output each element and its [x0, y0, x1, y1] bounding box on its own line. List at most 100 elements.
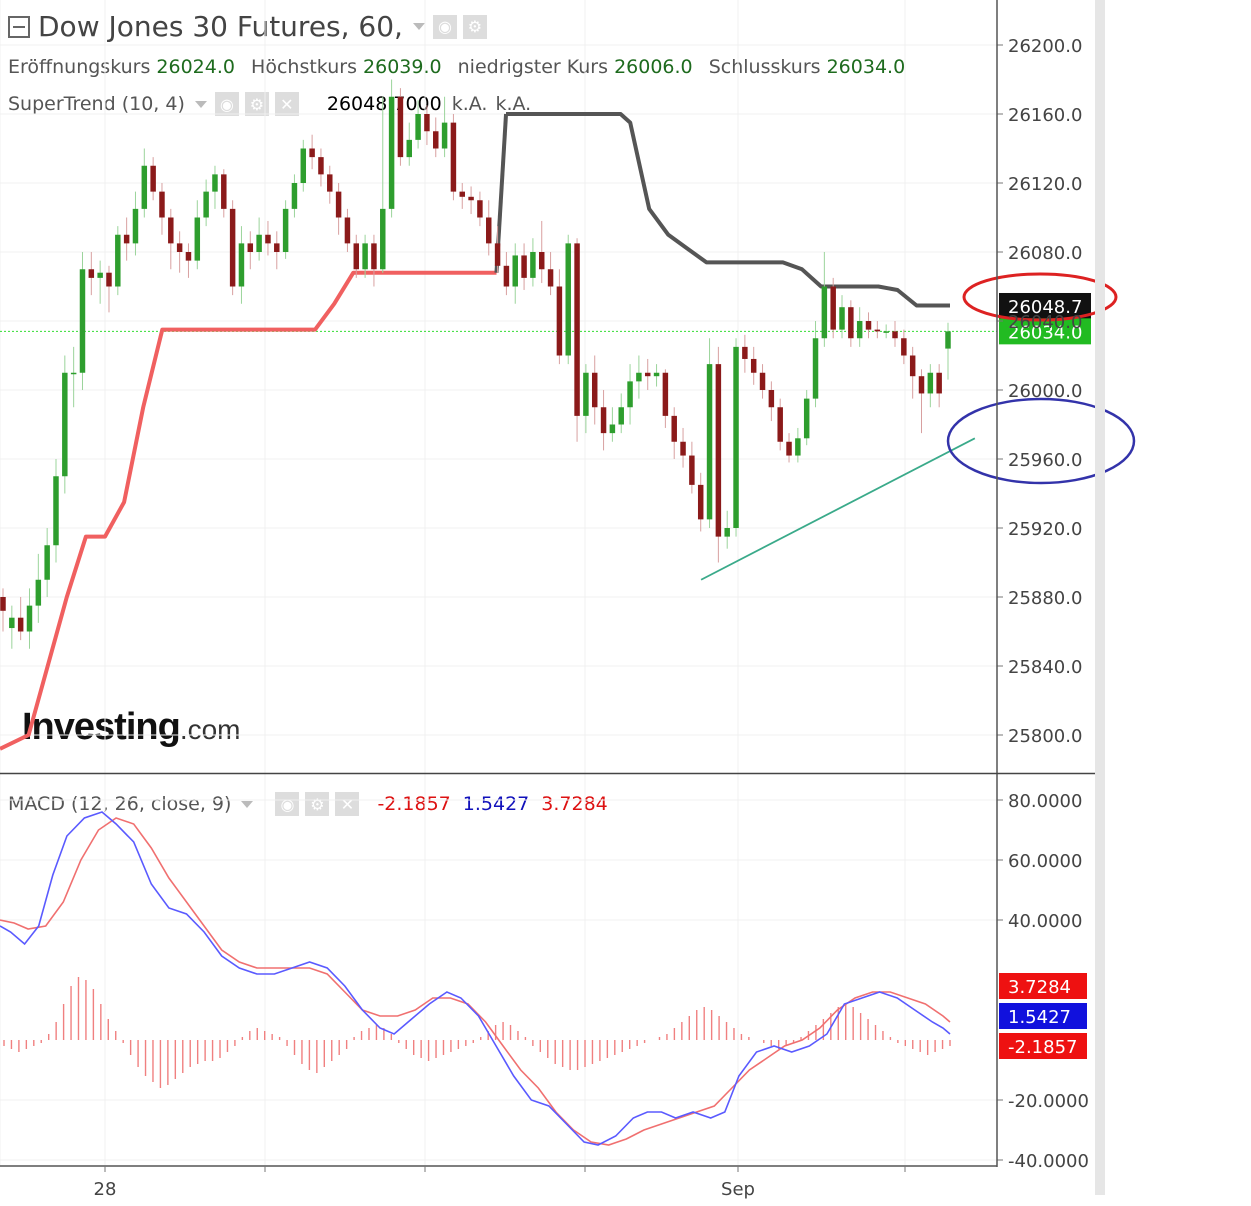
- candle-body: [945, 331, 951, 349]
- supertrend-down-line: [506, 112, 950, 308]
- ohlc-close-label: Schlusskurs: [708, 56, 821, 78]
- price-tick-label: 26160.0: [1008, 105, 1082, 126]
- ohlc-low-value: 26006.0: [614, 56, 693, 78]
- logo-brand: Investing: [22, 706, 181, 748]
- candle-body: [839, 307, 845, 330]
- signal-tag-label: 1.5427: [1008, 1007, 1071, 1028]
- macd-tag: [999, 973, 1087, 999]
- supertrend-legend[interactable]: SuperTrend (10, 4) ◉ ⚙ ✕ 26048.7000 k.A.…: [8, 92, 531, 116]
- macd-tick-label: 60.0000: [1008, 851, 1082, 872]
- candle-body: [256, 234, 262, 252]
- dropdown-caret-icon[interactable]: [412, 23, 425, 30]
- candle-body: [830, 286, 836, 330]
- candle-body: [318, 157, 324, 175]
- candle-body: [644, 372, 651, 377]
- candle-body: [777, 407, 783, 442]
- candle-body: [415, 114, 421, 140]
- candle-body: [901, 338, 907, 356]
- macd-legend[interactable]: MACD (12, 26, close, 9) ◉ ⚙ ✕ -2.1857 1.…: [8, 792, 608, 816]
- candle-body: [44, 545, 50, 580]
- candle-body: [653, 372, 660, 377]
- collapse-icon[interactable]: [8, 15, 30, 38]
- candle-body: [9, 617, 15, 629]
- price-tick-label: 25800.0: [1008, 726, 1082, 747]
- histogram-tag-label: -2.1857: [1008, 1037, 1077, 1058]
- candle-body: [733, 346, 739, 528]
- candle-body: [88, 269, 95, 278]
- candle-body: [627, 381, 633, 408]
- candle-body: [79, 269, 86, 373]
- macd-eye-icon[interactable]: ◉: [275, 792, 300, 816]
- candle-body: [70, 372, 77, 375]
- candle-body: [750, 358, 757, 373]
- candle-body: [265, 234, 271, 244]
- candle-body: [689, 455, 695, 485]
- trendline: [700, 437, 976, 581]
- chart-title-text: Dow Jones 30 Futures, 60,: [38, 10, 403, 43]
- candle-body: [600, 407, 607, 434]
- candle-body: [362, 243, 368, 270]
- candle-body: [53, 476, 59, 546]
- candle-body: [388, 96, 395, 209]
- macd-close-icon[interactable]: ✕: [335, 792, 360, 816]
- ohlc-readout: Eröffnungskurs 26024.0 Höchstkurs 26039.…: [8, 56, 915, 78]
- candle-body: [106, 272, 112, 287]
- candle-body: [494, 243, 501, 266]
- candle-body: [132, 208, 139, 244]
- price-tick-label: 25920.0: [1008, 519, 1082, 540]
- red-ellipse-annotation: [962, 272, 1118, 322]
- candle-body: [927, 372, 934, 394]
- ohlc-low-label: niedrigster Kurs: [457, 56, 609, 78]
- candle-body: [812, 338, 819, 399]
- candle-body: [574, 243, 580, 416]
- candle-body: [123, 234, 130, 244]
- candle-body: [591, 372, 598, 408]
- candle-body: [380, 208, 386, 270]
- gear-icon[interactable]: ⚙: [462, 14, 487, 39]
- candle-body: [344, 217, 351, 244]
- candle-body: [327, 174, 333, 192]
- candle-body: [371, 243, 377, 270]
- candle-body: [62, 372, 68, 477]
- investing-logo: Investing.com: [22, 706, 241, 749]
- candle-body: [97, 272, 103, 278]
- eye-icon[interactable]: ◉: [432, 14, 457, 39]
- supertrend-name: SuperTrend (10, 4): [8, 93, 185, 115]
- macd-value-3: 3.7284: [541, 793, 608, 815]
- signal-tag: [999, 1003, 1087, 1029]
- candle-body: [441, 122, 448, 149]
- macd-gear-icon[interactable]: ⚙: [305, 792, 330, 816]
- chart-title[interactable]: Dow Jones 30 Futures, 60, ◉ ⚙: [8, 10, 493, 43]
- candle-body: [335, 191, 342, 218]
- candle-body: [512, 255, 518, 287]
- supertrend-caret-icon[interactable]: [194, 100, 207, 108]
- macd-value-1: -2.1857: [377, 793, 451, 815]
- candle-body: [35, 579, 42, 606]
- ohlc-high-label: Höchstkurs: [251, 56, 357, 78]
- supertrend-eye-icon[interactable]: ◉: [214, 92, 239, 116]
- candle-body: [609, 424, 616, 434]
- price-tick-label: 25960.0: [1008, 450, 1082, 471]
- candle-body: [865, 321, 872, 330]
- candle-body: [150, 165, 156, 192]
- candle-body: [636, 372, 642, 382]
- candle-body: [424, 114, 430, 132]
- candle-body: [185, 252, 192, 261]
- ohlc-open-value: 26024.0: [156, 56, 235, 78]
- supertrend-close-icon[interactable]: ✕: [274, 92, 299, 116]
- candle-body: [680, 441, 686, 456]
- macd-tick-label: -20.0000: [1008, 1091, 1089, 1112]
- price-tick-label: 26120.0: [1008, 174, 1082, 195]
- candle-body: [918, 376, 925, 394]
- macd-tag-label: 3.7284: [1008, 977, 1071, 998]
- price-tick-label: 26080.0: [1008, 243, 1082, 264]
- price-tick-label: 26000.0: [1008, 381, 1082, 402]
- candle-body: [221, 174, 227, 209]
- candle-body: [26, 605, 33, 632]
- candle-body: [397, 96, 404, 158]
- macd-caret-icon[interactable]: [241, 800, 254, 808]
- candle-body: [176, 243, 183, 252]
- candle-body: [282, 208, 289, 252]
- candle-body: [706, 364, 713, 520]
